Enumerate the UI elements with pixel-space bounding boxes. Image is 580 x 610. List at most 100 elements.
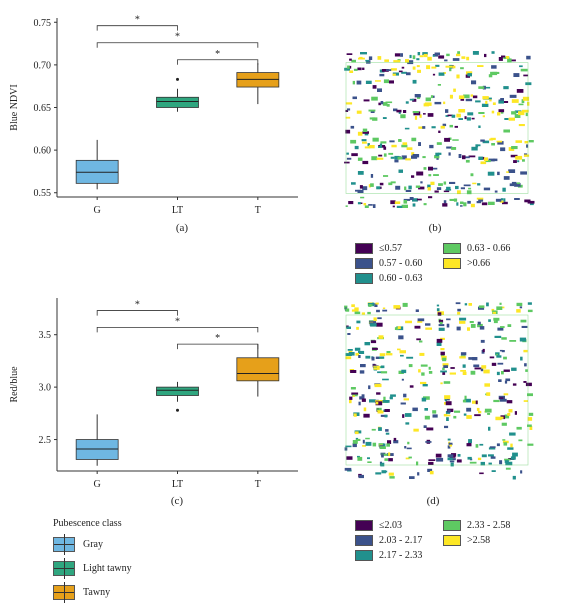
map-pixel — [357, 455, 360, 458]
map-pixel — [522, 159, 525, 162]
significance-label: * — [135, 15, 140, 26]
map-pixel — [488, 447, 496, 450]
map-pixel — [357, 157, 363, 161]
map-pixel — [494, 335, 502, 338]
map-pixel — [456, 74, 460, 79]
map-pixel — [524, 363, 527, 367]
map-pixel — [487, 171, 495, 176]
map-pixel — [503, 356, 507, 360]
map-pixel — [393, 60, 401, 63]
legend-b-item-1: ≤0.57 — [355, 243, 402, 254]
map-pixel — [447, 409, 451, 413]
legend-swatch — [355, 273, 373, 284]
map-pixel — [375, 302, 379, 305]
map-pixel — [491, 65, 497, 69]
y-tick-label: 0.75 — [34, 18, 52, 29]
map-pixel — [479, 472, 484, 475]
map-pixel — [394, 201, 401, 204]
map-pixel — [428, 166, 433, 171]
map-pixel — [493, 319, 498, 324]
map-pixel — [514, 114, 521, 118]
map-pixel — [345, 129, 351, 134]
map-pixel — [405, 59, 409, 63]
map-pixel — [375, 401, 379, 405]
map-pixel — [478, 305, 485, 309]
map-pixel — [477, 457, 482, 461]
map-pixel — [394, 159, 399, 163]
map-pixel — [388, 452, 391, 456]
map-pixel — [383, 79, 389, 84]
map-pixel — [456, 326, 461, 331]
map-pixel — [374, 303, 378, 307]
map-pixel — [382, 309, 388, 312]
box-g — [75, 439, 119, 460]
map-pixel — [403, 198, 411, 201]
map-pixel — [380, 101, 384, 105]
map-pixel — [479, 326, 485, 330]
map-pixel — [474, 414, 481, 417]
legend-swatch — [355, 550, 373, 561]
map-pixel — [398, 169, 403, 173]
map-pixel — [524, 141, 529, 144]
map-pixel — [364, 132, 369, 136]
map-pixel — [503, 86, 509, 90]
map-pixel — [492, 102, 496, 105]
map-pixel — [345, 205, 348, 207]
map-pixel — [520, 171, 527, 175]
map-pixel — [443, 181, 447, 185]
significance-label: * — [175, 316, 180, 327]
map-pixel — [394, 155, 400, 160]
map-pixel — [347, 108, 351, 111]
map-pixel — [372, 85, 377, 89]
map-pixel — [516, 426, 522, 430]
map-pixel — [416, 65, 420, 68]
box-lt — [156, 96, 199, 108]
map-pixel — [500, 198, 504, 201]
map-pixel — [356, 320, 361, 324]
map-pixel — [380, 141, 387, 144]
map-pixel — [394, 327, 399, 330]
map-pixel — [468, 357, 473, 360]
map-pixel — [397, 348, 401, 351]
map-pixel — [393, 305, 401, 309]
map-pixel — [436, 457, 444, 462]
map-pixel — [454, 125, 458, 128]
map-pixel — [426, 427, 434, 431]
map-pixel — [435, 152, 440, 157]
legend-d-item-2: 2.03 - 2.17 — [355, 535, 422, 546]
map-pixel — [428, 174, 432, 177]
map-pixel — [469, 321, 474, 324]
y-tick-label: 0.55 — [34, 188, 52, 199]
map-pixel — [383, 153, 387, 157]
map-pixel — [448, 442, 453, 446]
map-pixel — [503, 101, 509, 103]
map-pixel — [481, 365, 487, 369]
map-pixel — [428, 366, 431, 370]
map-pixel — [362, 439, 365, 444]
map-pixel — [449, 181, 456, 184]
map-pixel — [501, 337, 507, 340]
map-pixel — [423, 425, 427, 428]
map-pixel — [436, 342, 442, 346]
map-pixel — [428, 461, 434, 465]
map-pixel — [425, 441, 432, 443]
map-pixel — [446, 318, 451, 321]
map-pixel — [511, 181, 517, 186]
significance-label: * — [135, 300, 140, 311]
map-pixel — [463, 413, 467, 416]
map-pixel — [367, 311, 371, 315]
map-pixel — [351, 304, 355, 307]
y-tick-label: 3.5 — [39, 330, 52, 341]
map-pixel — [472, 51, 479, 55]
map-pixel — [345, 109, 349, 112]
map-pixel — [411, 152, 415, 156]
map-pixel — [366, 60, 371, 64]
map-pixel — [400, 354, 404, 357]
legend-swatch — [443, 243, 461, 254]
map-pixel — [358, 350, 365, 354]
map-pixel — [507, 324, 512, 327]
map-pixel — [401, 66, 405, 69]
map-pixel — [361, 398, 366, 402]
map-pixel — [351, 59, 356, 63]
map-pixel — [420, 381, 427, 385]
